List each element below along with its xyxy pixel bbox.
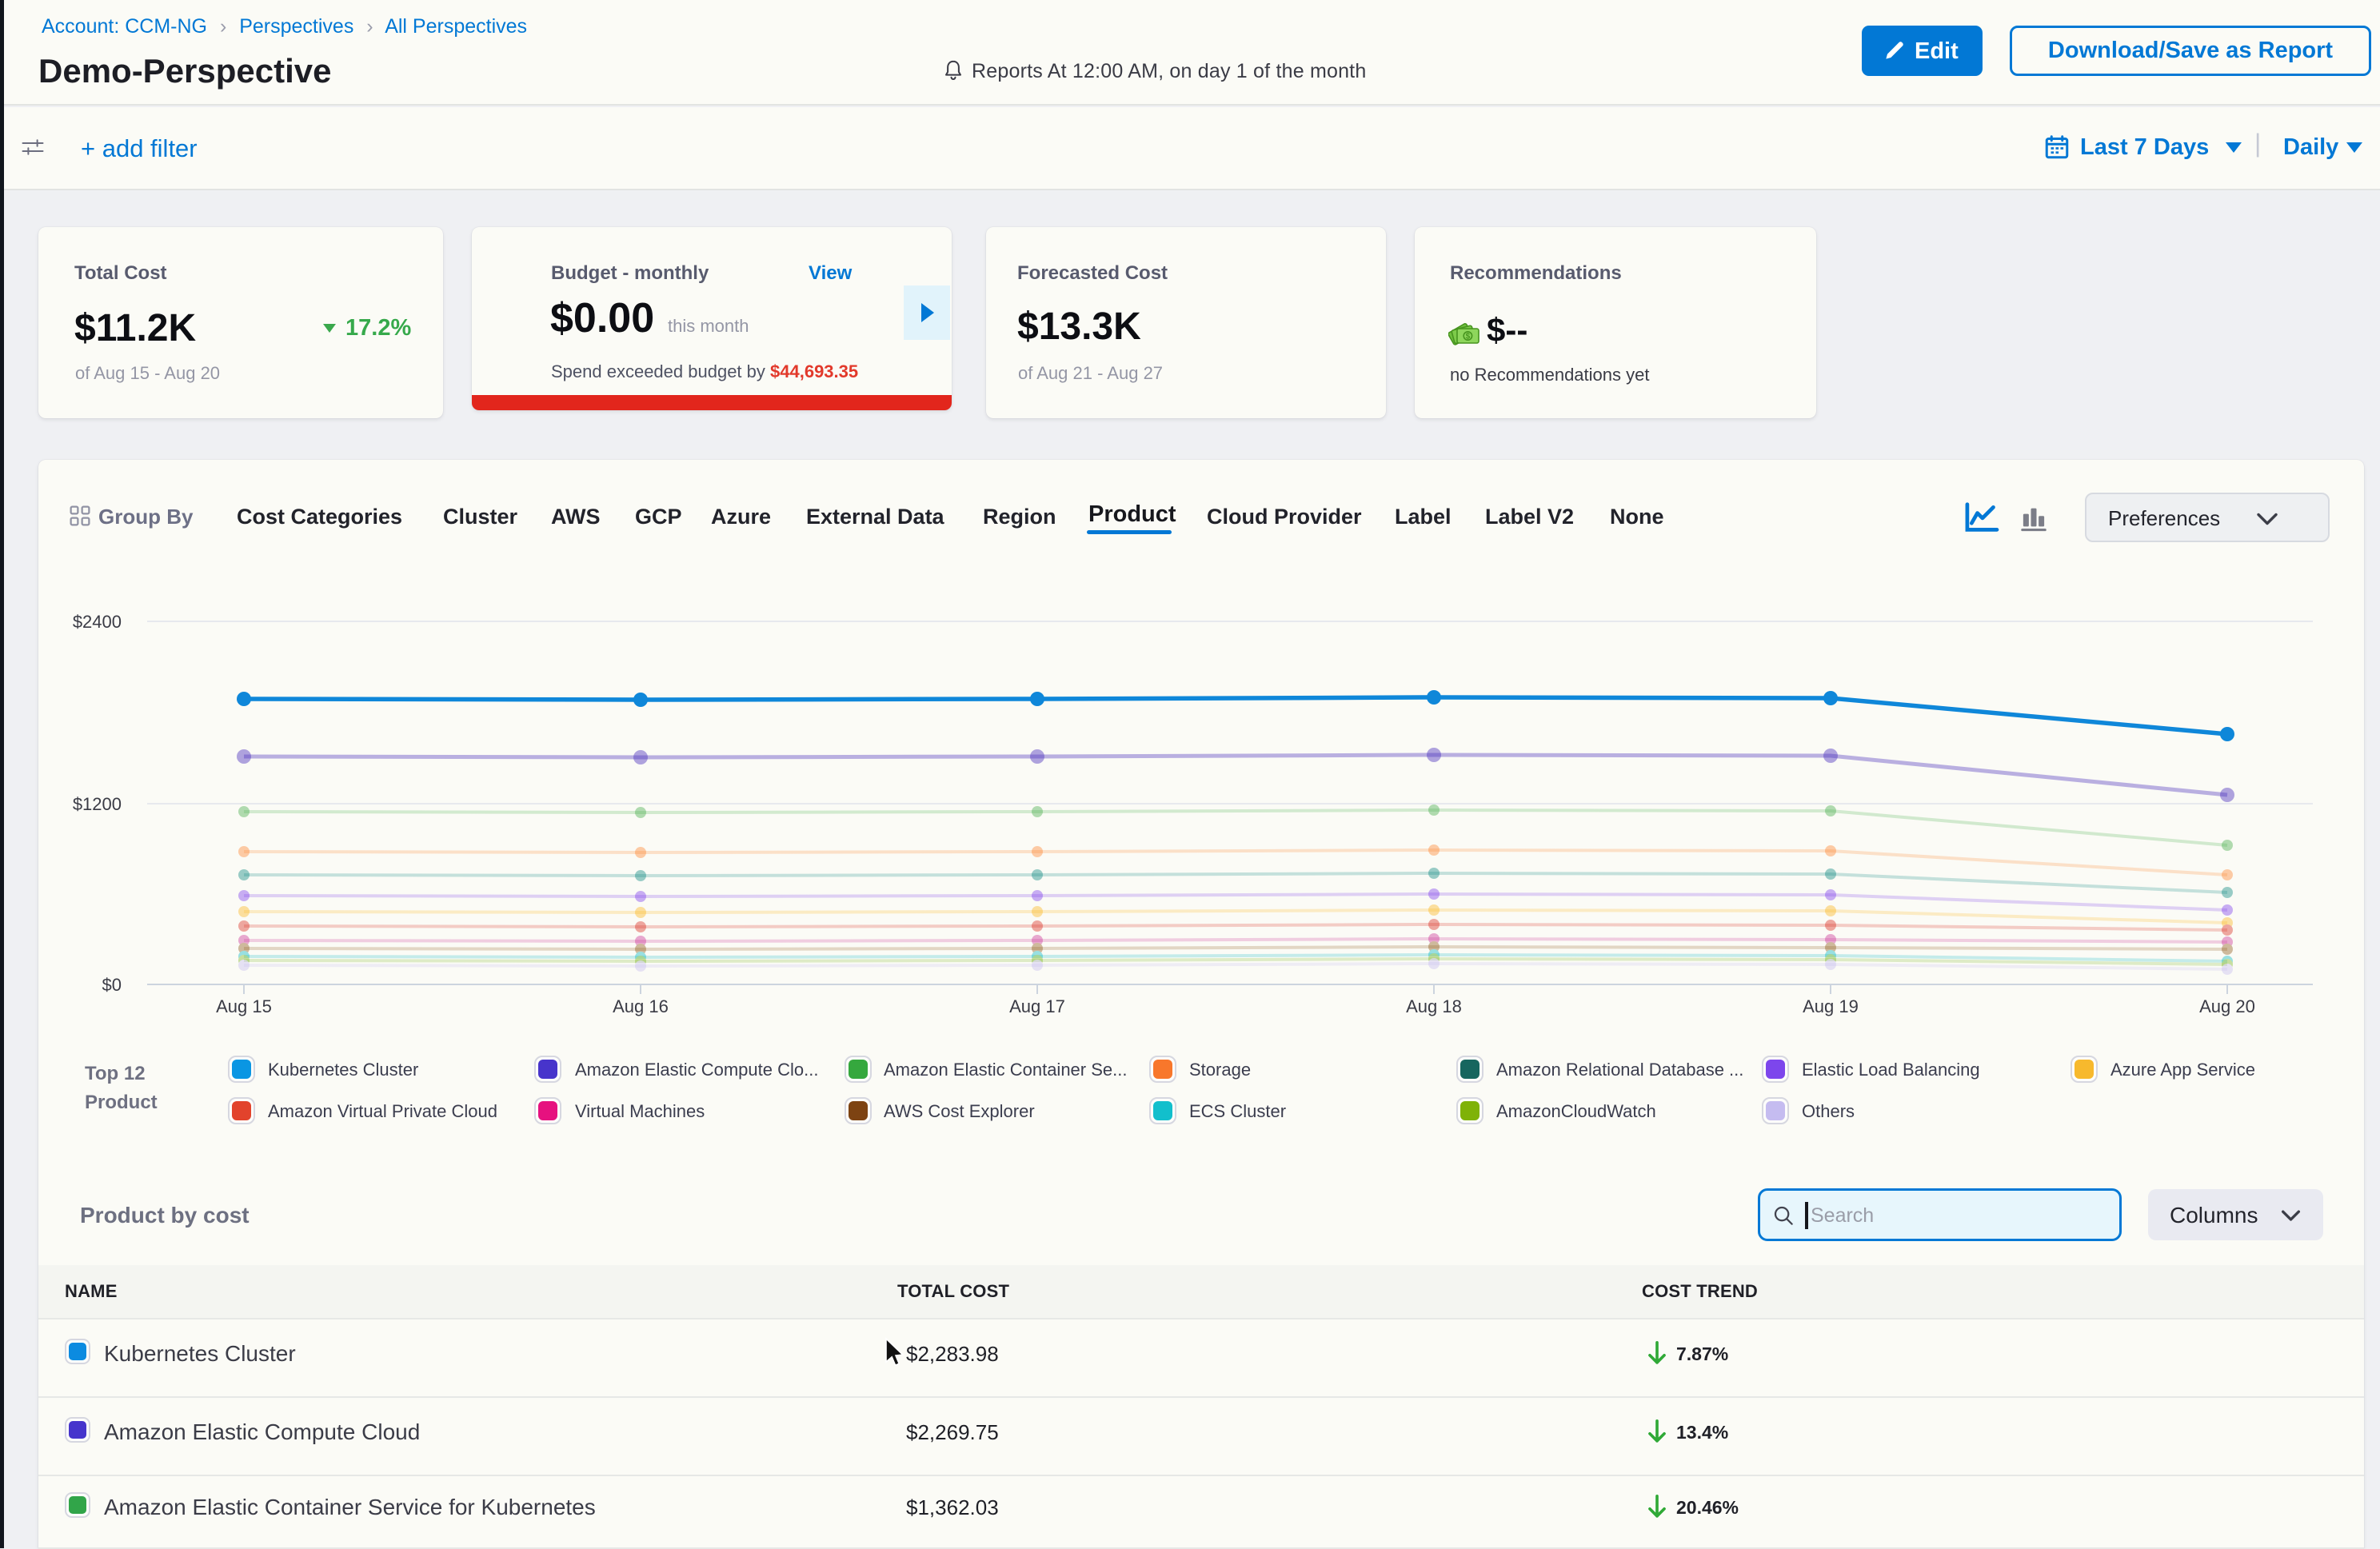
svg-text:Aug 19: Aug 19 bbox=[1803, 996, 1859, 1016]
svg-text:Aug 15: Aug 15 bbox=[216, 996, 272, 1016]
svg-text:Aug 16: Aug 16 bbox=[613, 996, 669, 1016]
svg-text:$1200: $1200 bbox=[73, 794, 122, 814]
svg-text:Aug 17: Aug 17 bbox=[1009, 996, 1065, 1016]
svg-text:$0: $0 bbox=[102, 975, 122, 995]
svg-text:$: $ bbox=[1466, 333, 1471, 341]
svg-text:Aug 18: Aug 18 bbox=[1406, 996, 1462, 1016]
svg-text:$2400: $2400 bbox=[73, 612, 122, 632]
svg-text:Aug 20: Aug 20 bbox=[2199, 996, 2255, 1016]
